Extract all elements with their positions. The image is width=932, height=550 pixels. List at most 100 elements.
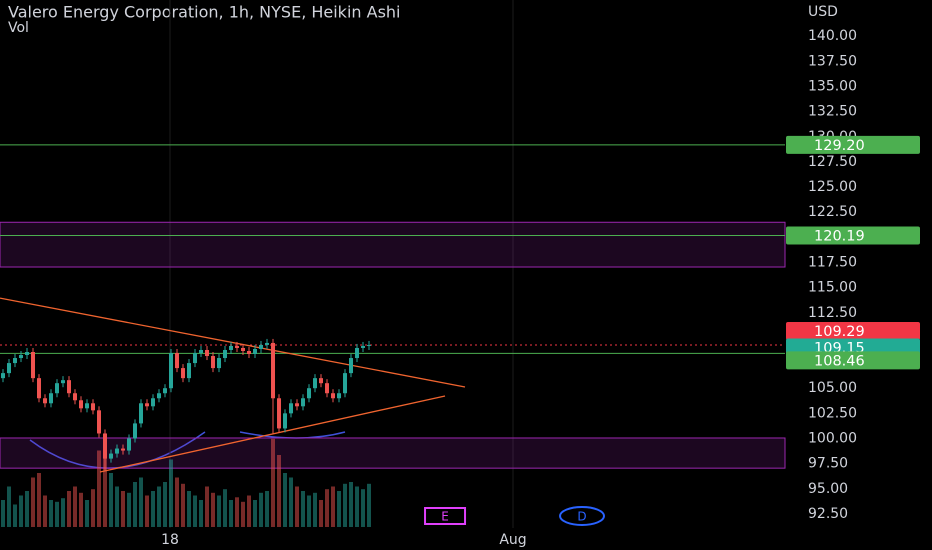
- volume-bar: [265, 491, 270, 527]
- trendline: [99, 395, 446, 473]
- y-tick-label: 137.50: [808, 53, 857, 69]
- volume-bar: [7, 486, 12, 527]
- volume-bar: [19, 495, 24, 527]
- price-tag: [786, 226, 920, 245]
- y-tick-label: 115.00: [808, 280, 857, 296]
- y-tick-label: 112.50: [808, 305, 857, 321]
- candle-body: [31, 352, 36, 379]
- candle-body: [7, 363, 12, 374]
- candle-body: [1, 373, 6, 379]
- candle-body: [145, 403, 150, 407]
- candle-body: [133, 423, 138, 439]
- volume-bar: [169, 459, 174, 527]
- candle-body: [361, 345, 366, 348]
- candle-body: [181, 368, 186, 379]
- volume-bar: [175, 477, 180, 527]
- volume-bar: [97, 450, 102, 527]
- candle-body: [325, 383, 330, 394]
- price-tag-label: 108.46: [814, 353, 865, 369]
- candle-body: [319, 378, 324, 384]
- candle-body: [241, 347, 246, 351]
- volume-bar: [325, 489, 330, 527]
- price-tag-label: 120.19: [814, 228, 865, 244]
- volume-bar: [361, 489, 366, 527]
- candle-body: [49, 393, 54, 404]
- volume-bar: [217, 495, 222, 527]
- chart-subtitle: Vol: [8, 20, 29, 36]
- candle-body: [217, 358, 222, 369]
- event-marker: [424, 507, 467, 525]
- volume-bar: [229, 500, 234, 527]
- candle-body: [283, 413, 288, 429]
- candle-body: [175, 353, 180, 369]
- volume-bar: [295, 486, 300, 527]
- candle-body: [67, 380, 72, 394]
- candle-body: [235, 345, 240, 348]
- volume-bar: [79, 492, 84, 527]
- volume-bar: [331, 486, 336, 527]
- volume-bar: [163, 482, 168, 527]
- volume-bar: [307, 495, 312, 527]
- volume-bar: [199, 500, 204, 527]
- candle-body: [25, 352, 30, 356]
- volume-bar: [133, 482, 138, 527]
- candle-body: [163, 388, 168, 394]
- candle-body: [223, 349, 228, 359]
- candle-body: [271, 342, 276, 399]
- volume-bar: [127, 492, 132, 527]
- volume-bar: [241, 501, 246, 527]
- candle-body: [301, 398, 306, 407]
- candle-body: [313, 378, 318, 389]
- event-label: E: [441, 510, 449, 524]
- y-tick-label: 97.50: [808, 456, 848, 472]
- candle-body: [193, 353, 198, 364]
- candle-body: [151, 398, 156, 407]
- y-tick-label: 132.50: [808, 104, 857, 120]
- volume-bar: [43, 495, 48, 527]
- candle-body: [73, 393, 78, 401]
- candle-body: [121, 448, 126, 451]
- y-tick-label: 140.00: [808, 28, 857, 44]
- x-tick-label: Aug: [499, 532, 526, 548]
- candle-body: [199, 349, 204, 354]
- volume-bar: [145, 495, 150, 527]
- volume-bar: [247, 495, 252, 527]
- candle-body: [331, 393, 336, 399]
- volume-bar: [55, 501, 60, 527]
- volume-bar: [223, 489, 228, 527]
- price-tag: [786, 135, 920, 154]
- volume-bar: [193, 495, 198, 527]
- y-tick-label: 100.00: [808, 430, 857, 446]
- candle-body: [43, 398, 48, 404]
- volume-bar: [109, 473, 114, 527]
- candle-body: [355, 347, 360, 359]
- volume-bar: [25, 491, 30, 527]
- candle-body: [259, 344, 264, 349]
- y-tick-label: 92.50: [808, 506, 848, 522]
- y-tick-label: 127.50: [808, 154, 857, 170]
- y-tick-label: 105.00: [808, 380, 857, 396]
- volume-bar: [343, 483, 348, 527]
- price-tag: [786, 351, 920, 370]
- candle-body: [229, 345, 234, 350]
- price-tag-label: 129.20: [814, 138, 865, 154]
- candle-body: [277, 398, 282, 429]
- volume-bar: [115, 486, 120, 527]
- volume-bar: [301, 491, 306, 527]
- candle-body: [343, 373, 348, 394]
- currency-label: USD: [808, 4, 838, 20]
- volume-bar: [73, 486, 78, 527]
- candle-body: [157, 393, 162, 399]
- y-tick-label: 95.00: [808, 481, 848, 497]
- candle-body: [61, 380, 66, 384]
- candle-body: [247, 350, 252, 355]
- candle-body: [85, 403, 90, 409]
- candle-body: [367, 344, 372, 346]
- volume-bar: [277, 455, 282, 527]
- candle-body: [265, 342, 270, 345]
- volume-bar: [259, 492, 264, 527]
- volume-bar: [253, 500, 258, 527]
- zone: [0, 221, 786, 268]
- volume-bar: [355, 486, 360, 527]
